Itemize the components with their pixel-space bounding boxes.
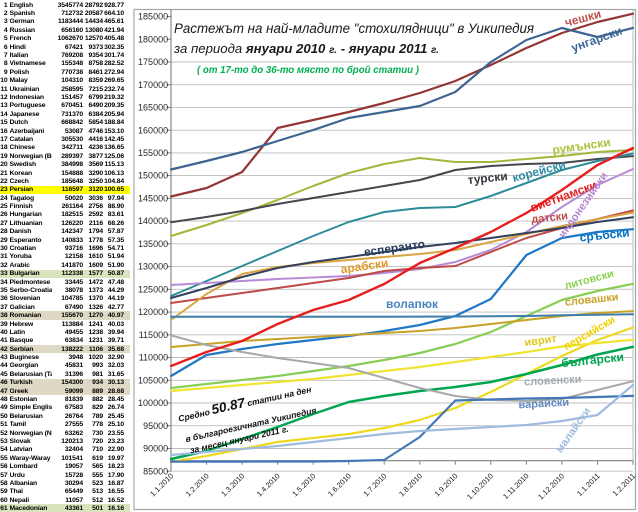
svg-text:Растежът на най-младите "стохи: Растежът на най-младите "стохилядници" в… [174, 21, 534, 37]
svg-text:за периода януари 2010 г. - я: за периода януари 2010 г. - януари 2011 … [173, 41, 439, 56]
svg-text:сръбски: сръбски [579, 225, 630, 244]
svg-text:115000: 115000 [139, 330, 168, 340]
svg-text:160000: 160000 [138, 125, 168, 135]
svg-text:140000: 140000 [138, 216, 168, 226]
svg-text:180000: 180000 [138, 34, 168, 44]
svg-text:100000: 100000 [138, 398, 168, 408]
svg-text:170000: 170000 [138, 80, 168, 90]
svg-text:165000: 165000 [138, 103, 168, 113]
svg-text:120000: 120000 [138, 307, 168, 317]
svg-text:словашки: словашки [564, 291, 619, 309]
svg-text:175000: 175000 [138, 57, 168, 67]
svg-text:105000: 105000 [138, 375, 168, 385]
svg-text:варайски: варайски [518, 397, 569, 412]
svg-text:130000: 130000 [138, 262, 168, 272]
svg-text:125000: 125000 [138, 284, 168, 294]
svg-text:български: български [561, 350, 625, 370]
svg-text:185000: 185000 [138, 12, 168, 22]
svg-text:155000: 155000 [138, 148, 168, 158]
svg-text:110000: 110000 [139, 353, 168, 363]
svg-text:95000: 95000 [143, 421, 168, 431]
svg-text:словенски: словенски [524, 374, 582, 389]
svg-text:145000: 145000 [138, 194, 168, 204]
svg-text:85000: 85000 [143, 466, 168, 476]
svg-text:турски: турски [467, 169, 508, 187]
svg-text:( от 17-то до 36-то място по б: ( от 17-то до 36-то място по брой статии… [197, 65, 419, 76]
svg-text:90000: 90000 [143, 444, 168, 454]
svg-text:арабски: арабски [340, 256, 389, 277]
svg-text:иврит: иврит [524, 333, 558, 349]
svg-text:150000: 150000 [138, 171, 168, 181]
svg-text:135000: 135000 [138, 239, 168, 249]
svg-text:волапюк: волапюк [386, 297, 439, 311]
svg-text:датски: датски [531, 210, 569, 226]
